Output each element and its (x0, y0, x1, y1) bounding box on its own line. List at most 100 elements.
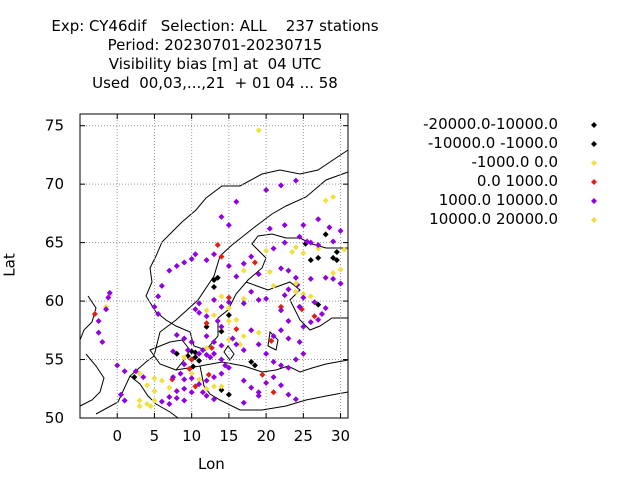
legend-entry-4: 0.0 1000.0 (476, 172, 558, 190)
data-point-series-3 (136, 397, 143, 404)
x-tick-label: 10 (182, 427, 201, 445)
data-point-series-2 (307, 257, 314, 264)
data-point-series-5 (278, 307, 284, 314)
data-point-series-5 (292, 177, 299, 184)
x-tick-label: 0 (112, 427, 122, 445)
chart-title-line-2: Period: 20230701-20230715 (107, 36, 323, 54)
data-point-series-5 (285, 317, 292, 324)
data-point-series-5 (203, 333, 210, 340)
data-point-series-5 (337, 227, 344, 234)
data-point-series-2 (248, 358, 255, 365)
data-point-series-3 (237, 341, 244, 348)
data-point-series-4 (268, 337, 275, 344)
data-point-series-4 (218, 253, 225, 260)
data-point-series-3 (211, 312, 217, 319)
data-point-series-5 (285, 335, 292, 342)
legend-entry-2: -10000.0 -1000.0 (427, 134, 558, 152)
data-point-series-5 (322, 305, 329, 312)
y-tick-label: 55 (45, 351, 64, 369)
data-point-series-5 (218, 356, 225, 363)
data-point-series-4 (192, 383, 199, 390)
data-point-series-5 (196, 309, 203, 316)
data-point-series-3 (255, 127, 262, 134)
data-point-series-5 (214, 317, 221, 324)
data-point-series-4 (188, 356, 195, 363)
data-point-series-4 (203, 320, 210, 327)
data-point-series-2 (196, 357, 203, 364)
data-point-series-3 (322, 197, 329, 204)
data-point-series-3 (203, 385, 210, 392)
data-point-series-5 (218, 370, 225, 377)
data-point-series-2 (315, 301, 322, 308)
data-point-series-5 (307, 239, 314, 246)
legend-entry-6: 10000.0 20000.0 (429, 210, 558, 228)
data-point-series-5 (270, 374, 277, 381)
data-point-series-2 (330, 254, 337, 261)
data-point-series-5 (203, 351, 210, 358)
data-point-series-5 (263, 187, 270, 193)
data-point-series-5 (158, 282, 165, 289)
legend-entry-5: 1000.0 10000.0 (438, 191, 558, 209)
data-point-series-5 (337, 280, 344, 287)
x-axis-label: Lon (198, 455, 225, 473)
data-point-series-5 (225, 364, 232, 371)
data-point-series-5 (151, 303, 158, 310)
data-point-series-5 (173, 395, 180, 402)
data-point-series-2 (322, 231, 329, 238)
data-point-series-5 (330, 238, 337, 245)
data-point-series-5 (203, 313, 210, 320)
legend-marker-1 (591, 122, 597, 128)
data-point-series-5 (218, 323, 225, 330)
data-point-series-5 (281, 292, 288, 299)
data-point-series-5 (181, 361, 188, 368)
plot-frame (79, 113, 349, 419)
data-point-series-5 (203, 377, 210, 384)
legend-marker-3 (591, 160, 597, 166)
data-point-series-5 (166, 393, 173, 400)
data-point-series-5 (166, 267, 173, 274)
data-point-series-5 (181, 335, 188, 342)
data-point-series-3 (337, 266, 344, 273)
data-point-series-5 (270, 333, 277, 340)
data-point-series-5 (177, 370, 184, 377)
legend-entry-3: -1000.0 0.0 (471, 153, 558, 171)
x-tick-label: 25 (294, 427, 313, 445)
y-tick-label: 50 (45, 409, 64, 427)
data-point-series-5 (188, 255, 195, 262)
data-point-series-5 (233, 273, 240, 280)
data-point-series-5 (203, 392, 210, 399)
data-point-series-5 (114, 362, 121, 369)
data-point-series-3 (203, 344, 210, 351)
x-tick-label: 20 (257, 427, 276, 445)
data-point-series-5 (248, 327, 255, 334)
data-point-series-5 (270, 358, 277, 365)
data-point-series-3 (263, 247, 270, 254)
data-point-series-2 (218, 386, 225, 393)
data-point-series-2 (190, 363, 197, 370)
data-point-series-5 (158, 398, 165, 405)
data-point-series-3 (240, 333, 247, 340)
data-point-series-2 (333, 248, 340, 255)
data-point-series-2 (251, 362, 258, 369)
data-point-series-5 (170, 374, 177, 381)
data-point-series-5 (218, 303, 225, 310)
data-point-series-2 (315, 254, 322, 261)
data-point-series-4 (214, 241, 221, 248)
data-point-series-5 (181, 259, 188, 266)
data-point-series-3 (151, 397, 158, 404)
data-point-series-6 (292, 280, 299, 287)
data-point-series-3 (300, 250, 307, 257)
data-point-series-5 (173, 263, 180, 269)
data-point-series-5 (285, 267, 292, 274)
data-point-series-3 (330, 194, 337, 201)
data-point-series-6 (218, 383, 225, 390)
data-point-series-5 (181, 376, 188, 383)
data-point-series-3 (211, 383, 217, 390)
data-point-series-3 (315, 245, 322, 252)
legend-markers (591, 122, 597, 223)
data-point-series-5 (263, 295, 270, 302)
x-tick-label: 5 (150, 427, 160, 445)
data-point-series-4 (208, 344, 215, 351)
data-points (91, 127, 348, 410)
data-point-series-5 (266, 225, 273, 232)
